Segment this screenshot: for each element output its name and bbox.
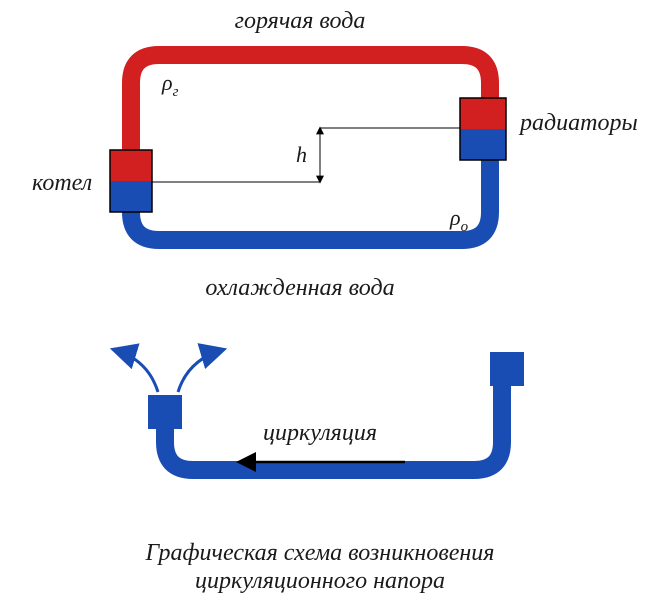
rho-cold-label: ρо: [449, 205, 469, 235]
caption-line1: Графическая схема возникновения: [145, 540, 495, 566]
cold-water-label: охлажденная вода: [205, 275, 394, 301]
hot-pipe: [131, 55, 490, 150]
radiators-label: радиаторы: [518, 110, 638, 136]
boiler-block: [110, 150, 152, 212]
circulation-label: циркуляция: [263, 420, 377, 446]
bottom-right-block: [490, 352, 524, 386]
cold-pipe: [131, 158, 490, 240]
radiator-block: [460, 98, 506, 160]
hot-water-label: горячая вода: [235, 8, 366, 34]
boiler-label: котел: [32, 170, 92, 196]
rho-hot-label: ρг: [161, 70, 179, 100]
h-label: h: [296, 142, 307, 167]
caption-line2: циркуляционного напора: [195, 568, 445, 594]
top-loop: ρг ρо h: [110, 55, 506, 240]
splash-arrow-left: [115, 350, 158, 392]
splash-arrow-right: [178, 350, 222, 392]
bottom-loop: [115, 350, 524, 470]
bottom-left-block: [148, 395, 182, 429]
